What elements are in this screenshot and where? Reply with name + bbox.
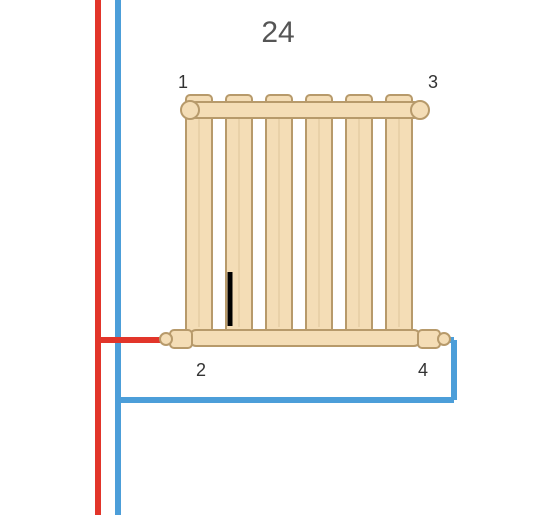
radiator-valve-right xyxy=(418,330,450,348)
radiator xyxy=(160,95,450,348)
radiator-columns xyxy=(186,95,412,333)
radiator-valve-left xyxy=(160,330,192,348)
radiator-piping-diagram: 24 1 2 3 4 xyxy=(0,0,555,515)
radiator-plug-top-right xyxy=(411,101,429,119)
port-label-2: 2 xyxy=(196,360,206,380)
radiator-header-bottom xyxy=(190,330,420,346)
diagram-title: 24 xyxy=(261,16,294,49)
radiator-plug-top-left xyxy=(181,101,199,119)
radiator-header-top xyxy=(190,102,420,118)
port-label-4: 4 xyxy=(418,360,428,380)
port-label-3: 3 xyxy=(428,72,438,92)
port-label-1: 1 xyxy=(178,72,188,92)
